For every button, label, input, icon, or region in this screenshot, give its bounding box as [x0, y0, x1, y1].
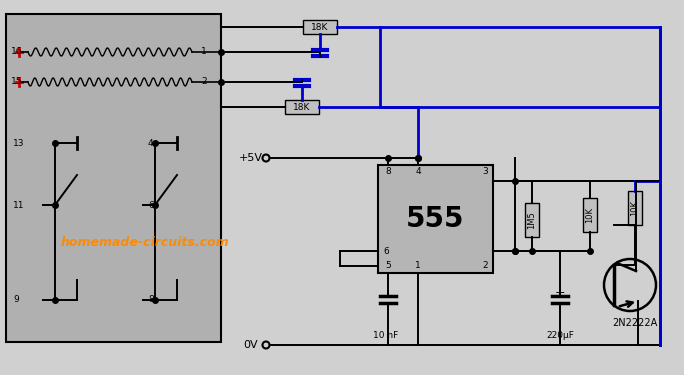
Text: 0V: 0V — [244, 340, 258, 350]
Text: 6: 6 — [148, 201, 154, 210]
Text: 6: 6 — [383, 246, 389, 255]
Bar — [285, 100, 319, 114]
Text: 555: 555 — [406, 205, 464, 233]
Bar — [6, 14, 221, 342]
Text: 1: 1 — [415, 261, 421, 270]
Text: 13: 13 — [13, 138, 25, 147]
Text: 2: 2 — [201, 78, 207, 87]
Text: 4: 4 — [415, 168, 421, 177]
Text: 8: 8 — [148, 296, 154, 304]
Text: 2: 2 — [482, 261, 488, 270]
Text: 11: 11 — [13, 201, 25, 210]
Text: 10K: 10K — [586, 207, 594, 223]
Text: 2N2222A: 2N2222A — [612, 318, 657, 328]
Text: 9: 9 — [13, 296, 18, 304]
Text: 220μF: 220μF — [546, 330, 574, 339]
Text: 4: 4 — [148, 138, 154, 147]
Text: 3: 3 — [482, 168, 488, 177]
Text: 10 nF: 10 nF — [373, 330, 399, 339]
Bar — [525, 203, 539, 237]
Text: 1M5: 1M5 — [527, 211, 536, 229]
Text: 18K: 18K — [293, 102, 311, 111]
Text: +: + — [555, 285, 565, 298]
Text: 15: 15 — [11, 78, 23, 87]
Text: 5: 5 — [385, 261, 391, 270]
Text: 10K: 10K — [631, 200, 640, 216]
Bar — [303, 20, 337, 34]
Bar — [378, 165, 493, 273]
Text: +5V: +5V — [239, 153, 263, 163]
Text: 16: 16 — [11, 48, 23, 57]
Bar — [583, 198, 597, 232]
Text: 18K: 18K — [311, 22, 329, 32]
Bar — [628, 191, 642, 225]
Text: 1: 1 — [201, 48, 207, 57]
Text: homemade-circuits.com: homemade-circuits.com — [61, 236, 229, 249]
Text: 8: 8 — [385, 168, 391, 177]
